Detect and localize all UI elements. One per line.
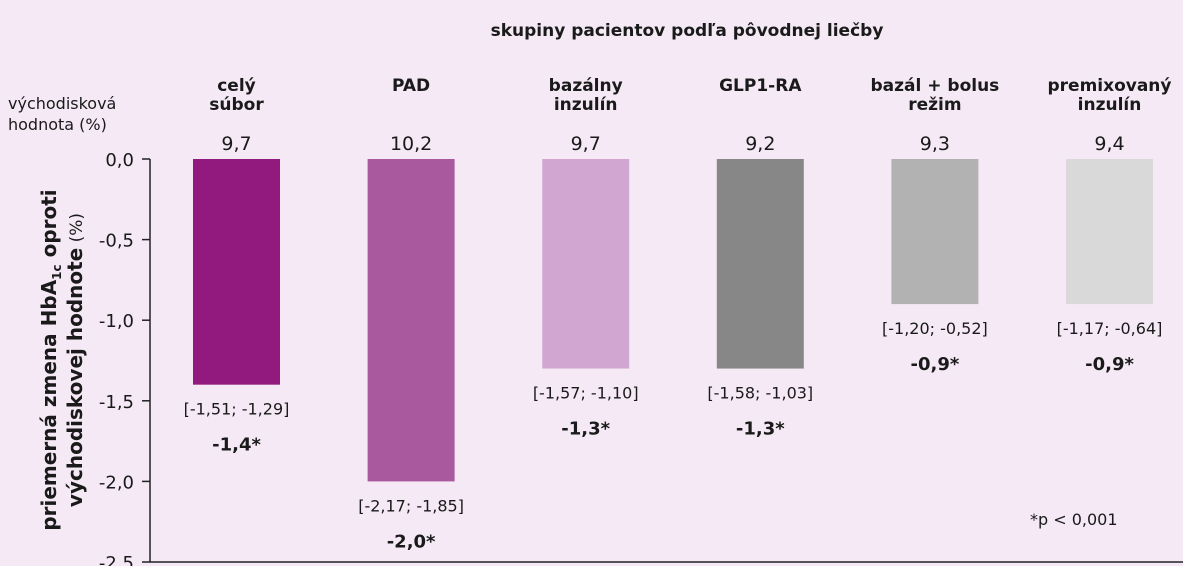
y-axis-label-part: východiskovej hodnote bbox=[63, 248, 87, 507]
y-tick-label: 0,0 bbox=[105, 150, 134, 171]
y-tick-label: -1,5 bbox=[99, 392, 134, 413]
baseline-value: 10,2 bbox=[390, 133, 432, 155]
y-tick-label: -1,0 bbox=[99, 311, 134, 332]
footnote: *p < 0,001 bbox=[1030, 510, 1118, 529]
value-label: -1,4* bbox=[212, 435, 261, 456]
category-label: premixovaný inzulín bbox=[1047, 76, 1171, 115]
bar bbox=[891, 159, 979, 305]
baseline-value: 9,7 bbox=[571, 133, 601, 155]
interval-label: [-1,17; -0,64] bbox=[1057, 319, 1163, 338]
category-label: celý súbor bbox=[209, 76, 264, 115]
value-label: -0,9* bbox=[1085, 354, 1134, 375]
baseline-value: 9,3 bbox=[920, 133, 950, 155]
value-label: -1,3* bbox=[736, 419, 785, 440]
category-label: PAD bbox=[392, 76, 430, 96]
y-axis-label-part: (%) bbox=[67, 213, 87, 248]
value-label: -2,0* bbox=[387, 531, 436, 552]
chart-title: skupiny pacientov podľa pôvodnej liečby bbox=[491, 21, 884, 41]
value-label: -1,3* bbox=[561, 419, 610, 440]
y-axis-label-part: priemerná zmena HbA bbox=[37, 279, 61, 530]
bar bbox=[716, 159, 804, 369]
y-axis-label-part: oproti bbox=[37, 189, 61, 264]
bar bbox=[1066, 159, 1153, 305]
interval-label: [-1,57; -1,10] bbox=[533, 384, 639, 403]
baseline-header: východisková hodnota (%) bbox=[8, 94, 116, 134]
bar bbox=[542, 159, 630, 369]
baseline-value: 9,7 bbox=[221, 133, 251, 155]
y-axis-label: priemerná zmena HbA1c oproti bbox=[37, 189, 64, 530]
interval-label: [-1,51; -1,29] bbox=[184, 400, 290, 419]
value-label: -0,9* bbox=[911, 354, 960, 375]
category-label: GLP1-RA bbox=[719, 76, 802, 96]
y-axis-label-part: 1c bbox=[50, 264, 64, 279]
y-tick-label: -2,0 bbox=[99, 472, 134, 493]
interval-label: [-1,58; -1,03] bbox=[707, 384, 813, 403]
interval-label: [-2,17; -1,85] bbox=[358, 496, 464, 515]
baseline-value: 9,4 bbox=[1094, 133, 1124, 155]
category-label: bazál + bolus režim bbox=[870, 76, 999, 115]
interval-label: [-1,20; -0,52] bbox=[882, 319, 988, 338]
bar bbox=[367, 159, 455, 482]
y-tick-label: -0,5 bbox=[99, 231, 134, 252]
y-tick-label: -2,5 bbox=[99, 553, 134, 566]
category-label: bazálny inzulín bbox=[549, 76, 623, 115]
baseline-value: 9,2 bbox=[745, 133, 775, 155]
bar bbox=[193, 159, 280, 385]
y-axis-label: východiskovej hodnote (%) bbox=[63, 213, 87, 507]
